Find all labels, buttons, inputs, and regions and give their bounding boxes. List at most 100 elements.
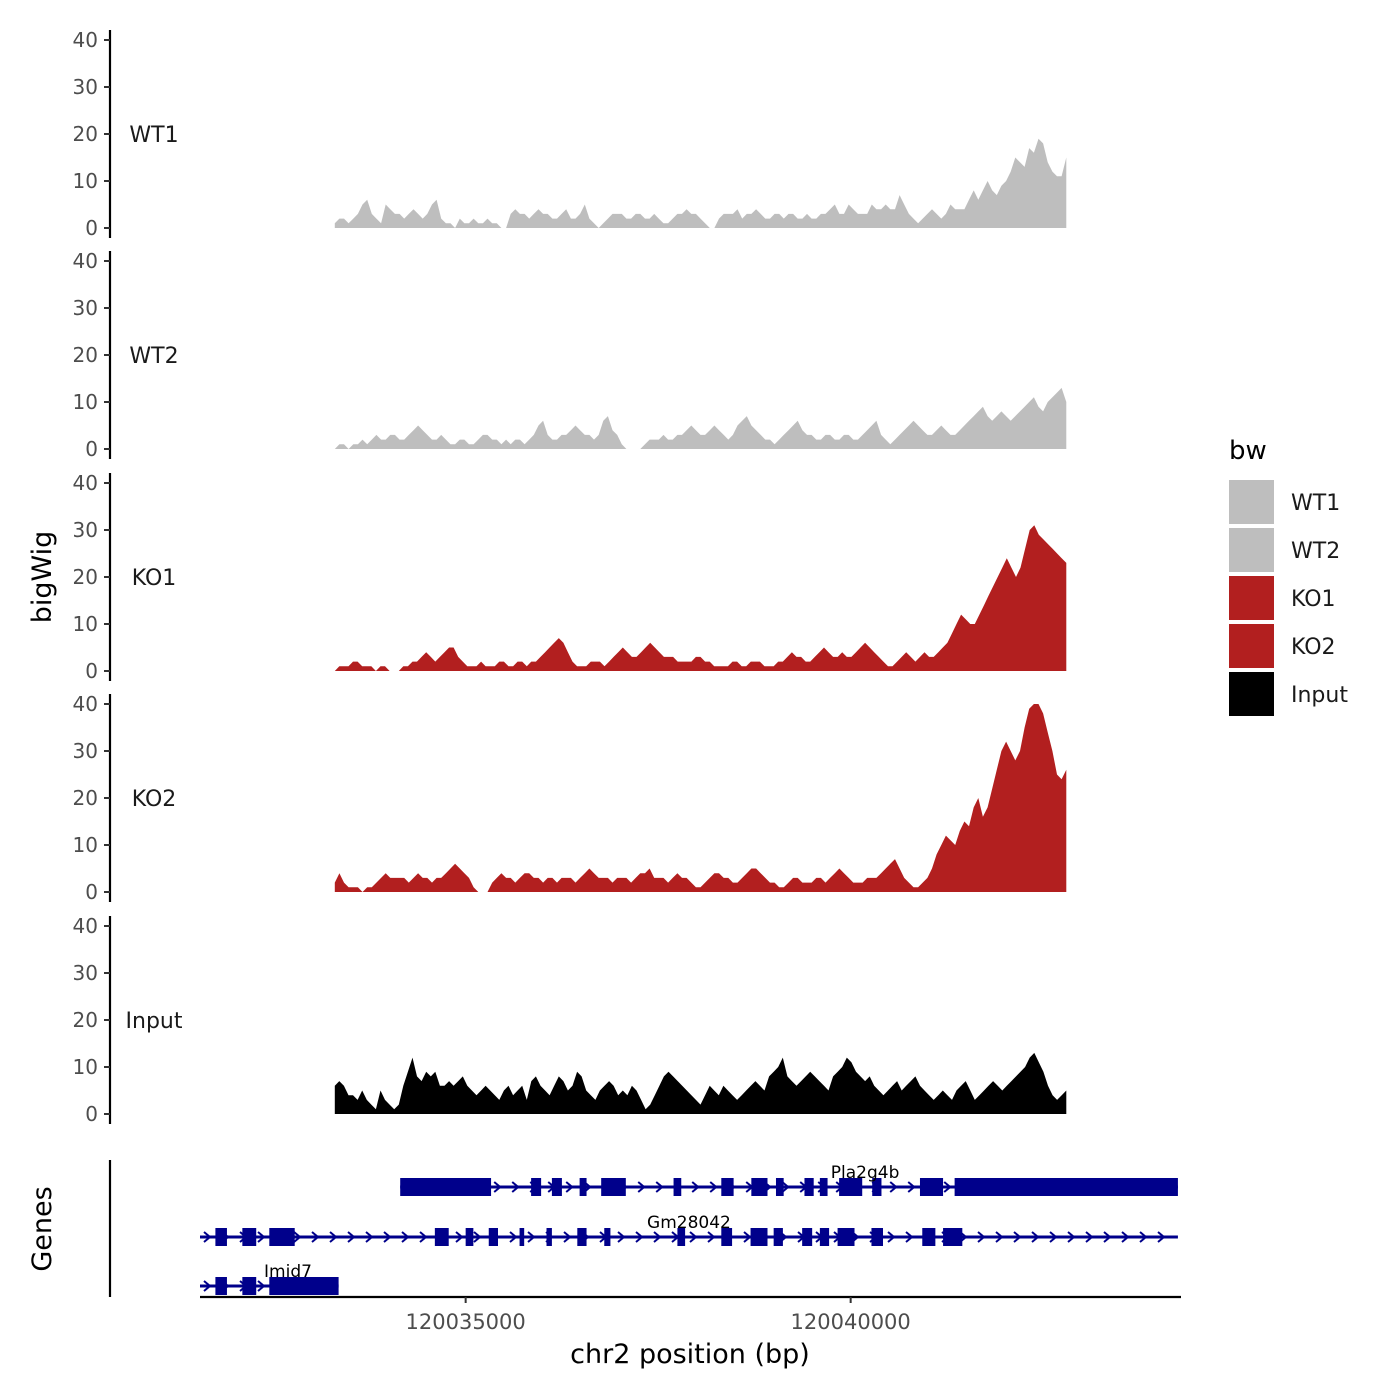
- strand-arrow: [203, 1231, 212, 1243]
- exon-gm28042-18: [871, 1228, 884, 1246]
- strand-arrow: [1139, 1231, 1148, 1243]
- exon-gm28042-4: [434, 1228, 449, 1246]
- area-wt2: [334, 387, 1067, 449]
- legend-label-ko1: KO1: [1291, 587, 1336, 612]
- y-tick-label-ko1-10: 10: [73, 612, 98, 636]
- legend-label-input: Input: [1291, 683, 1348, 708]
- area-input: [334, 1052, 1067, 1114]
- legend-swatch-input: [1229, 672, 1274, 716]
- exon-gm28042-15: [802, 1228, 813, 1246]
- y-tick-label-wt2-10: 10: [73, 390, 98, 414]
- legend-title: bw: [1229, 436, 1267, 466]
- y-tick-label-ko2-10: 10: [73, 833, 98, 857]
- y-tick-label-ko1-40: 40: [73, 471, 98, 495]
- exon-gm28042-19: [922, 1228, 936, 1246]
- strand-arrow: [455, 1231, 464, 1243]
- y-tick-label-wt1-10: 10: [73, 169, 98, 193]
- strand-arrow: [977, 1231, 986, 1243]
- strand-arrow: [311, 1231, 320, 1243]
- exon-pla2g4b-8: [751, 1178, 768, 1196]
- gene-track: Pla2g4b Gm28042 Imid7: [108, 1160, 1178, 1297]
- exon-gm28042-17: [837, 1228, 855, 1246]
- strand-arrow: [617, 1231, 626, 1243]
- strand-arrow: [905, 1231, 914, 1243]
- exon-gm28042-13: [750, 1228, 768, 1246]
- track-wt1: 0 10 20 30 40 WT1: [73, 28, 1067, 240]
- exon-pla2g4b-9: [775, 1178, 784, 1196]
- exon-pla2g4b-4: [579, 1178, 587, 1196]
- exon-pla2g4b-10: [804, 1178, 814, 1196]
- legend: bw WT1 WT2 KO1 KO2 Input: [1229, 436, 1348, 716]
- legend-label-ko2: KO2: [1291, 635, 1336, 660]
- exon-pla2g4b-3: [551, 1178, 562, 1196]
- track-ko1: 0 10 20 30 40 KO1: [73, 471, 1067, 683]
- strand-arrow: [257, 1231, 266, 1243]
- exon-pla2g4b-14: [919, 1178, 944, 1196]
- exon-pla2g4b-6: [673, 1178, 682, 1196]
- strand-arrow: [995, 1231, 1004, 1243]
- strand-arrow: [493, 1181, 502, 1193]
- y-tick-label-input-10: 10: [73, 1055, 98, 1079]
- strand-arrow: [743, 1231, 752, 1243]
- strand-arrow: [889, 1181, 898, 1193]
- strand-arrow: [707, 1231, 716, 1243]
- y-axis-title: bigWig: [27, 531, 58, 624]
- exon-gm28042-2: [242, 1228, 257, 1246]
- genes-axis-title: Genes: [27, 1186, 58, 1271]
- legend-swatch-wt2: [1229, 528, 1274, 572]
- y-tick-label-input-30: 30: [73, 961, 98, 985]
- legend-swatch-ko2: [1229, 624, 1274, 668]
- y-tick-label-input-0: 0: [85, 1102, 98, 1126]
- exon-pla2g4b-12: [839, 1178, 863, 1196]
- y-tick-label-input-20: 20: [73, 1008, 98, 1032]
- y-tick-label-wt2-30: 30: [73, 296, 98, 320]
- gene-imid7: Imid7: [200, 1262, 339, 1295]
- legend-swatch-ko1: [1229, 576, 1274, 620]
- strand-arrow: [563, 1231, 572, 1243]
- strand-arrow: [565, 1181, 574, 1193]
- exon-gm28042-10: [604, 1228, 611, 1246]
- strand-arrow: [635, 1231, 644, 1243]
- legend-label-wt1: WT1: [1291, 491, 1340, 516]
- strand-arrow: [401, 1231, 410, 1243]
- y-tick-label-ko2-30: 30: [73, 739, 98, 763]
- exon-gm28042-5: [465, 1228, 474, 1246]
- exon-gm28042-9: [577, 1228, 587, 1246]
- exon-gm28042-1: [215, 1228, 227, 1246]
- gene-label-imid7: Imid7: [264, 1262, 312, 1282]
- track-label-wt1: WT1: [129, 123, 178, 148]
- strand-arrow: [1031, 1231, 1040, 1243]
- strand-arrow: [383, 1231, 392, 1243]
- y-tick-label-ko2-40: 40: [73, 692, 98, 716]
- exon-gm28042-11: [677, 1228, 686, 1246]
- strand-arrow: [365, 1231, 374, 1243]
- strand-arrow: [1085, 1231, 1094, 1243]
- strand-arrow: [203, 1280, 212, 1292]
- exon-pla2g4b-15: [954, 1178, 1178, 1196]
- strand-arrow: [709, 1181, 718, 1193]
- strand-arrow: [887, 1231, 896, 1243]
- y-tick-label-ko1-30: 30: [73, 518, 98, 542]
- y-tick-label-ko2-20: 20: [73, 786, 98, 810]
- strand-arrow: [1013, 1231, 1022, 1243]
- y-tick-label-wt2-0: 0: [85, 437, 98, 461]
- y-tick-label-wt1-30: 30: [73, 75, 98, 99]
- track-label-wt2: WT2: [129, 344, 178, 369]
- track-label-ko1: KO1: [132, 566, 177, 591]
- y-tick-label-input-40: 40: [73, 914, 98, 938]
- exon-gm28042-12: [721, 1228, 733, 1246]
- strand-arrow: [637, 1181, 646, 1193]
- exon-gm28042-16: [819, 1228, 830, 1246]
- track-label-ko2: KO2: [132, 787, 177, 812]
- legend-swatch-wt1: [1229, 480, 1274, 524]
- strand-arrow: [691, 1181, 700, 1193]
- strand-arrow: [347, 1231, 356, 1243]
- exon-imid7-3: [269, 1277, 339, 1295]
- strand-arrow: [1067, 1231, 1076, 1243]
- exon-pla2g4b-11: [819, 1178, 828, 1196]
- exon-pla2g4b-5: [601, 1178, 626, 1196]
- exon-pla2g4b-1: [400, 1178, 492, 1196]
- strand-arrow: [1121, 1231, 1130, 1243]
- exon-pla2g4b-13: [872, 1178, 882, 1196]
